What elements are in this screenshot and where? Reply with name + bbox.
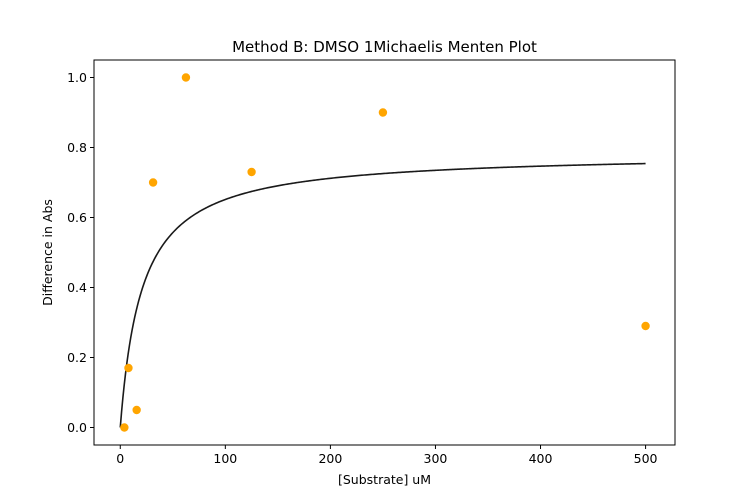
data-point xyxy=(247,167,256,177)
data-point xyxy=(181,73,191,82)
x-tick-label: 100 xyxy=(213,451,237,466)
data-point xyxy=(641,321,650,331)
y-axis-label: Difference in Abs xyxy=(40,199,55,306)
y-tick-label: 0.2 xyxy=(67,350,87,365)
data-point xyxy=(132,405,141,415)
x-tick-label: 500 xyxy=(634,451,658,466)
chart-title: Method B: DMSO 1Michaelis Menten Plot xyxy=(232,38,537,56)
data-point xyxy=(148,178,158,187)
data-point xyxy=(378,108,388,117)
y-tick-label: 0.0 xyxy=(67,420,87,435)
y-tick-label: 0.8 xyxy=(67,140,87,155)
y-tick-label: 0.6 xyxy=(67,210,87,225)
fit-curve xyxy=(119,162,646,428)
x-tick-label: 400 xyxy=(529,451,553,466)
x-tick-label: 200 xyxy=(318,451,342,466)
x-axis-label: [Substrate] uM xyxy=(338,472,431,487)
plot-area xyxy=(119,73,650,432)
y-tick-label: 0.4 xyxy=(67,280,87,295)
x-axis: 0 100 200 300 400 500 xyxy=(116,445,658,466)
y-axis: 0.0 0.2 0.4 0.6 0.8 1.0 xyxy=(67,70,94,435)
plot-frame xyxy=(93,59,676,446)
data-point xyxy=(120,423,129,432)
x-tick-label: 300 xyxy=(424,451,448,466)
x-tick-label: 0 xyxy=(116,451,124,466)
data-point xyxy=(124,363,133,373)
y-tick-label: 1.0 xyxy=(67,70,87,85)
